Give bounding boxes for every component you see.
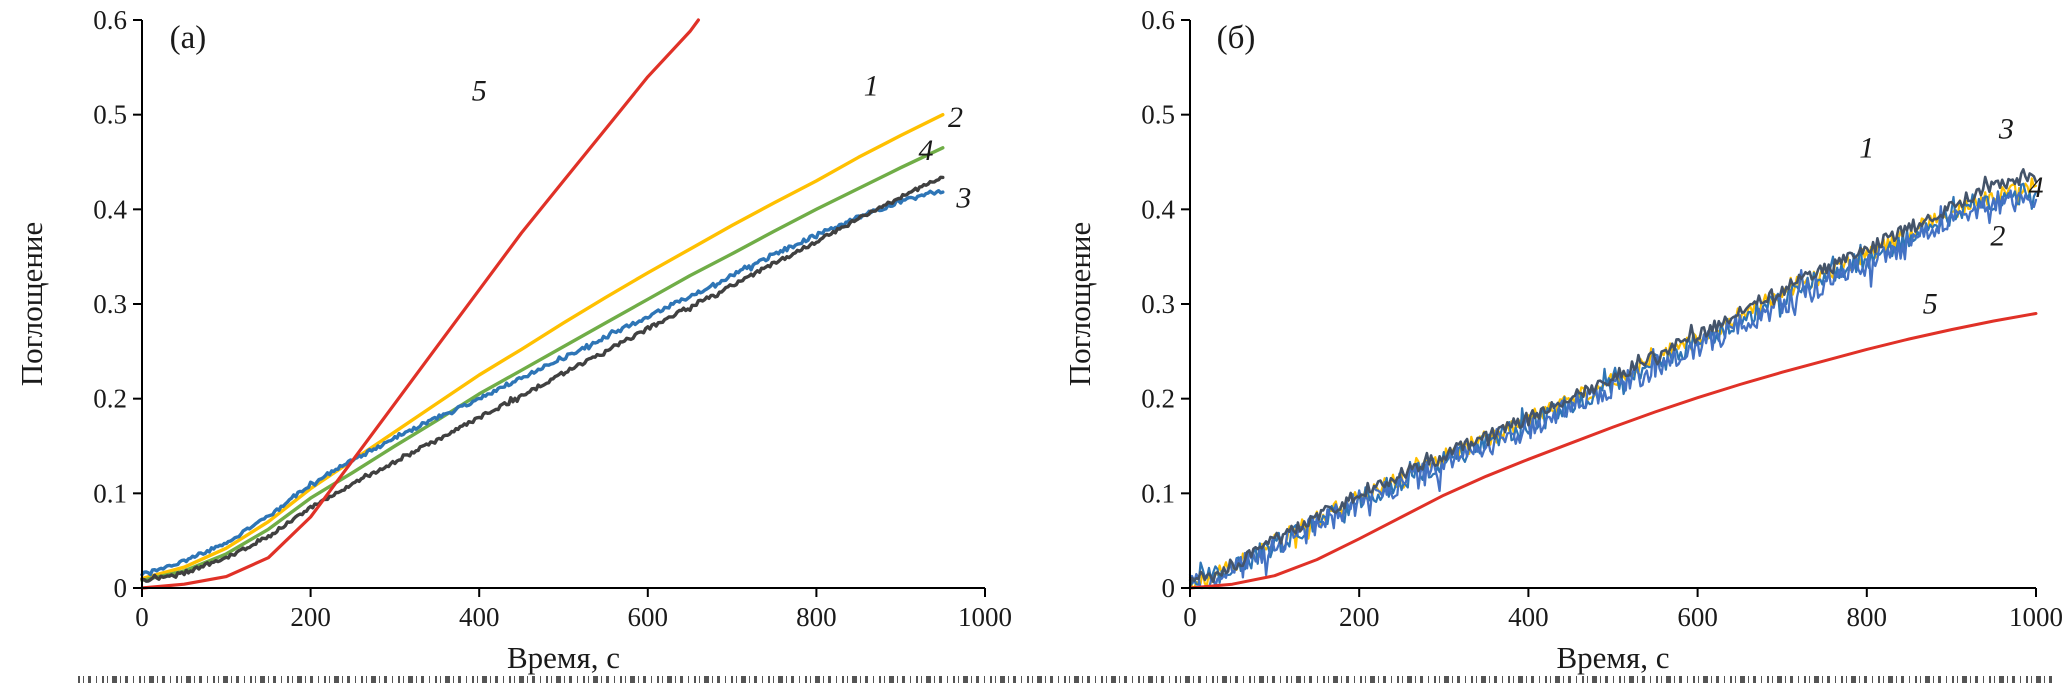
x-tick-label: 600 [628,602,669,632]
curve-label-3: 3 [1998,112,2014,145]
curve-label-5: 5 [1923,287,1938,320]
y-tick-label: 0.5 [1141,100,1175,130]
curve-label-4: 4 [918,134,933,167]
curve-label-4: 4 [2029,171,2044,204]
y-tick-label: 0.4 [1141,194,1175,224]
curve-label-1: 1 [864,70,879,103]
panel-label: (а) [170,20,207,56]
x-tick-label: 800 [1847,602,1888,632]
y-tick-label: 0.3 [1141,289,1175,319]
x-tick-label: 0 [135,602,149,632]
y-tick-label: 0.2 [93,384,127,414]
x-tick-label: 200 [1339,602,1380,632]
y-tick-label: 0 [114,573,128,603]
y-tick-label: 0.6 [93,5,127,35]
x-tick-label: 200 [290,602,331,632]
y-tick-label: 0 [1162,573,1176,603]
x-tick-label: 1000 [2009,602,2062,632]
y-tick-label: 0.3 [93,289,127,319]
chart-panel-b: 0 200 400 600 800 1000 0 0.1 0.2 0.3 0.4 0.5 0.6 Врем… [1062,5,2062,675]
series-line-5 [1188,312,2038,590]
chart-panel-a: 0 200 400 600 800 1000 0 0.1 0.2 0.3 0.4 0.5 0.6 Врем… [14,5,1012,675]
x-axis-title: Время, с [1556,640,1669,675]
curve-label-5: 5 [472,74,487,107]
curve-label-1: 1 [1859,131,1874,164]
y-tick-label: 0.1 [93,478,127,508]
series-line-5 [140,18,700,590]
curve-label-2: 2 [1990,219,2005,252]
y-tick-label: 0.5 [93,100,127,130]
cropped-caption-line [78,676,2056,683]
series-line-3 [1188,168,2038,590]
y-axis-title: Поглощение [1062,222,1097,387]
x-tick-label: 400 [1508,602,1549,632]
y-tick-label: 0.4 [93,194,127,224]
y-tick-label: 0.6 [1141,5,1175,35]
x-tick-label: 600 [1677,602,1718,632]
series-line-2 [140,146,945,583]
panel-label: (б) [1217,20,1256,56]
x-tick-label: 1000 [958,602,1012,632]
series-line-4 [140,175,945,583]
series-line-1 [140,113,945,581]
curve-label-2: 2 [948,101,963,134]
y-axis-title: Поглощение [14,222,49,387]
x-tick-label: 400 [459,602,500,632]
curve-label-3: 3 [955,181,971,214]
series-line-3 [140,189,945,577]
x-tick-label: 800 [796,602,837,632]
series-line-2 [1188,189,2038,590]
y-tick-label: 0.1 [1141,478,1175,508]
x-tick-label: 0 [1183,602,1197,632]
y-tick-label: 0.2 [1141,384,1175,414]
x-axis-title: Время, с [507,640,620,675]
